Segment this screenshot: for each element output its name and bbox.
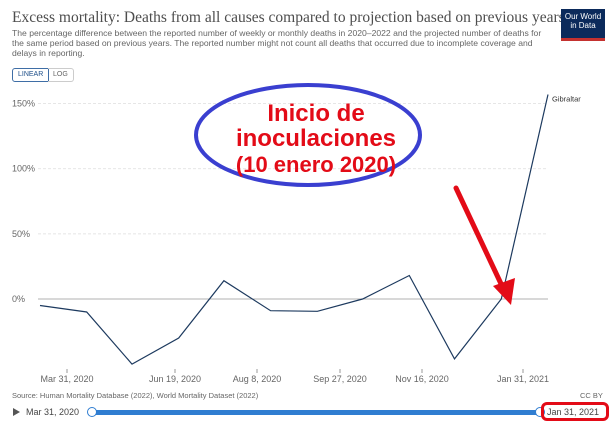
y-tick-label: 150% (12, 99, 35, 109)
x-tick-label: Jun 19, 2020 (149, 374, 201, 384)
annotation-highlight-box (541, 402, 609, 421)
gridlines (38, 103, 548, 300)
x-tick-label: Jan 31, 2021 (497, 374, 549, 384)
x-tick-labels: Mar 31, 2020 Jun 19, 2020 Aug 8, 2020 Sep 2… (40, 369, 549, 384)
chart-title: Excess mortality: Deaths from all causes… (12, 9, 565, 26)
series-label-gibraltar: Gibraltar (552, 95, 581, 104)
log-scale-button[interactable]: LOG (48, 68, 74, 82)
x-tick-label: Nov 16, 2020 (395, 374, 449, 384)
source-note[interactable]: Source: Human Mortality Database (2022),… (12, 391, 259, 400)
y-tick-label: 50% (12, 229, 30, 239)
timeline-start-label: Mar 31, 2020 (26, 407, 80, 417)
chart-subtitle: The percentage difference between the re… (12, 28, 542, 58)
owid-logo[interactable]: Our World in Data (561, 9, 605, 41)
annotation: Inicio de inoculaciones (10 enero 2020) (194, 83, 515, 305)
annotation-ellipse (194, 83, 422, 187)
play-icon[interactable] (13, 408, 20, 416)
y-tick-label: 0% (12, 294, 25, 304)
timeline-end-label: Jan 31, 2021 (547, 407, 600, 417)
x-tick-label: Aug 8, 2020 (233, 374, 282, 384)
annotation-line-3: (10 enero 2020) (236, 152, 396, 177)
y-tick-labels: 150% 100% 50% 0% (12, 99, 35, 304)
y-tick-label: 100% (12, 164, 35, 174)
logo-line-2: in Data (570, 21, 596, 30)
timeline-start-handle[interactable] (87, 407, 97, 417)
series-line-gibraltar[interactable] (39, 94, 549, 365)
x-tick-label: Mar 31, 2020 (40, 374, 93, 384)
timeline-slider-track[interactable] (92, 410, 539, 415)
timeline-end-handle[interactable] (535, 407, 545, 417)
annotation-line-1: Inicio de (267, 100, 364, 127)
linear-scale-button[interactable]: LINEAR (12, 68, 50, 82)
license-note[interactable]: CC BY (580, 391, 603, 400)
logo-line-1: Our World (564, 12, 602, 21)
x-tick-label: Sep 27, 2020 (313, 374, 367, 384)
annotation-line-2: inoculaciones (236, 125, 396, 152)
annotation-arrowhead (493, 278, 515, 305)
annotation-arrow (453, 185, 506, 291)
